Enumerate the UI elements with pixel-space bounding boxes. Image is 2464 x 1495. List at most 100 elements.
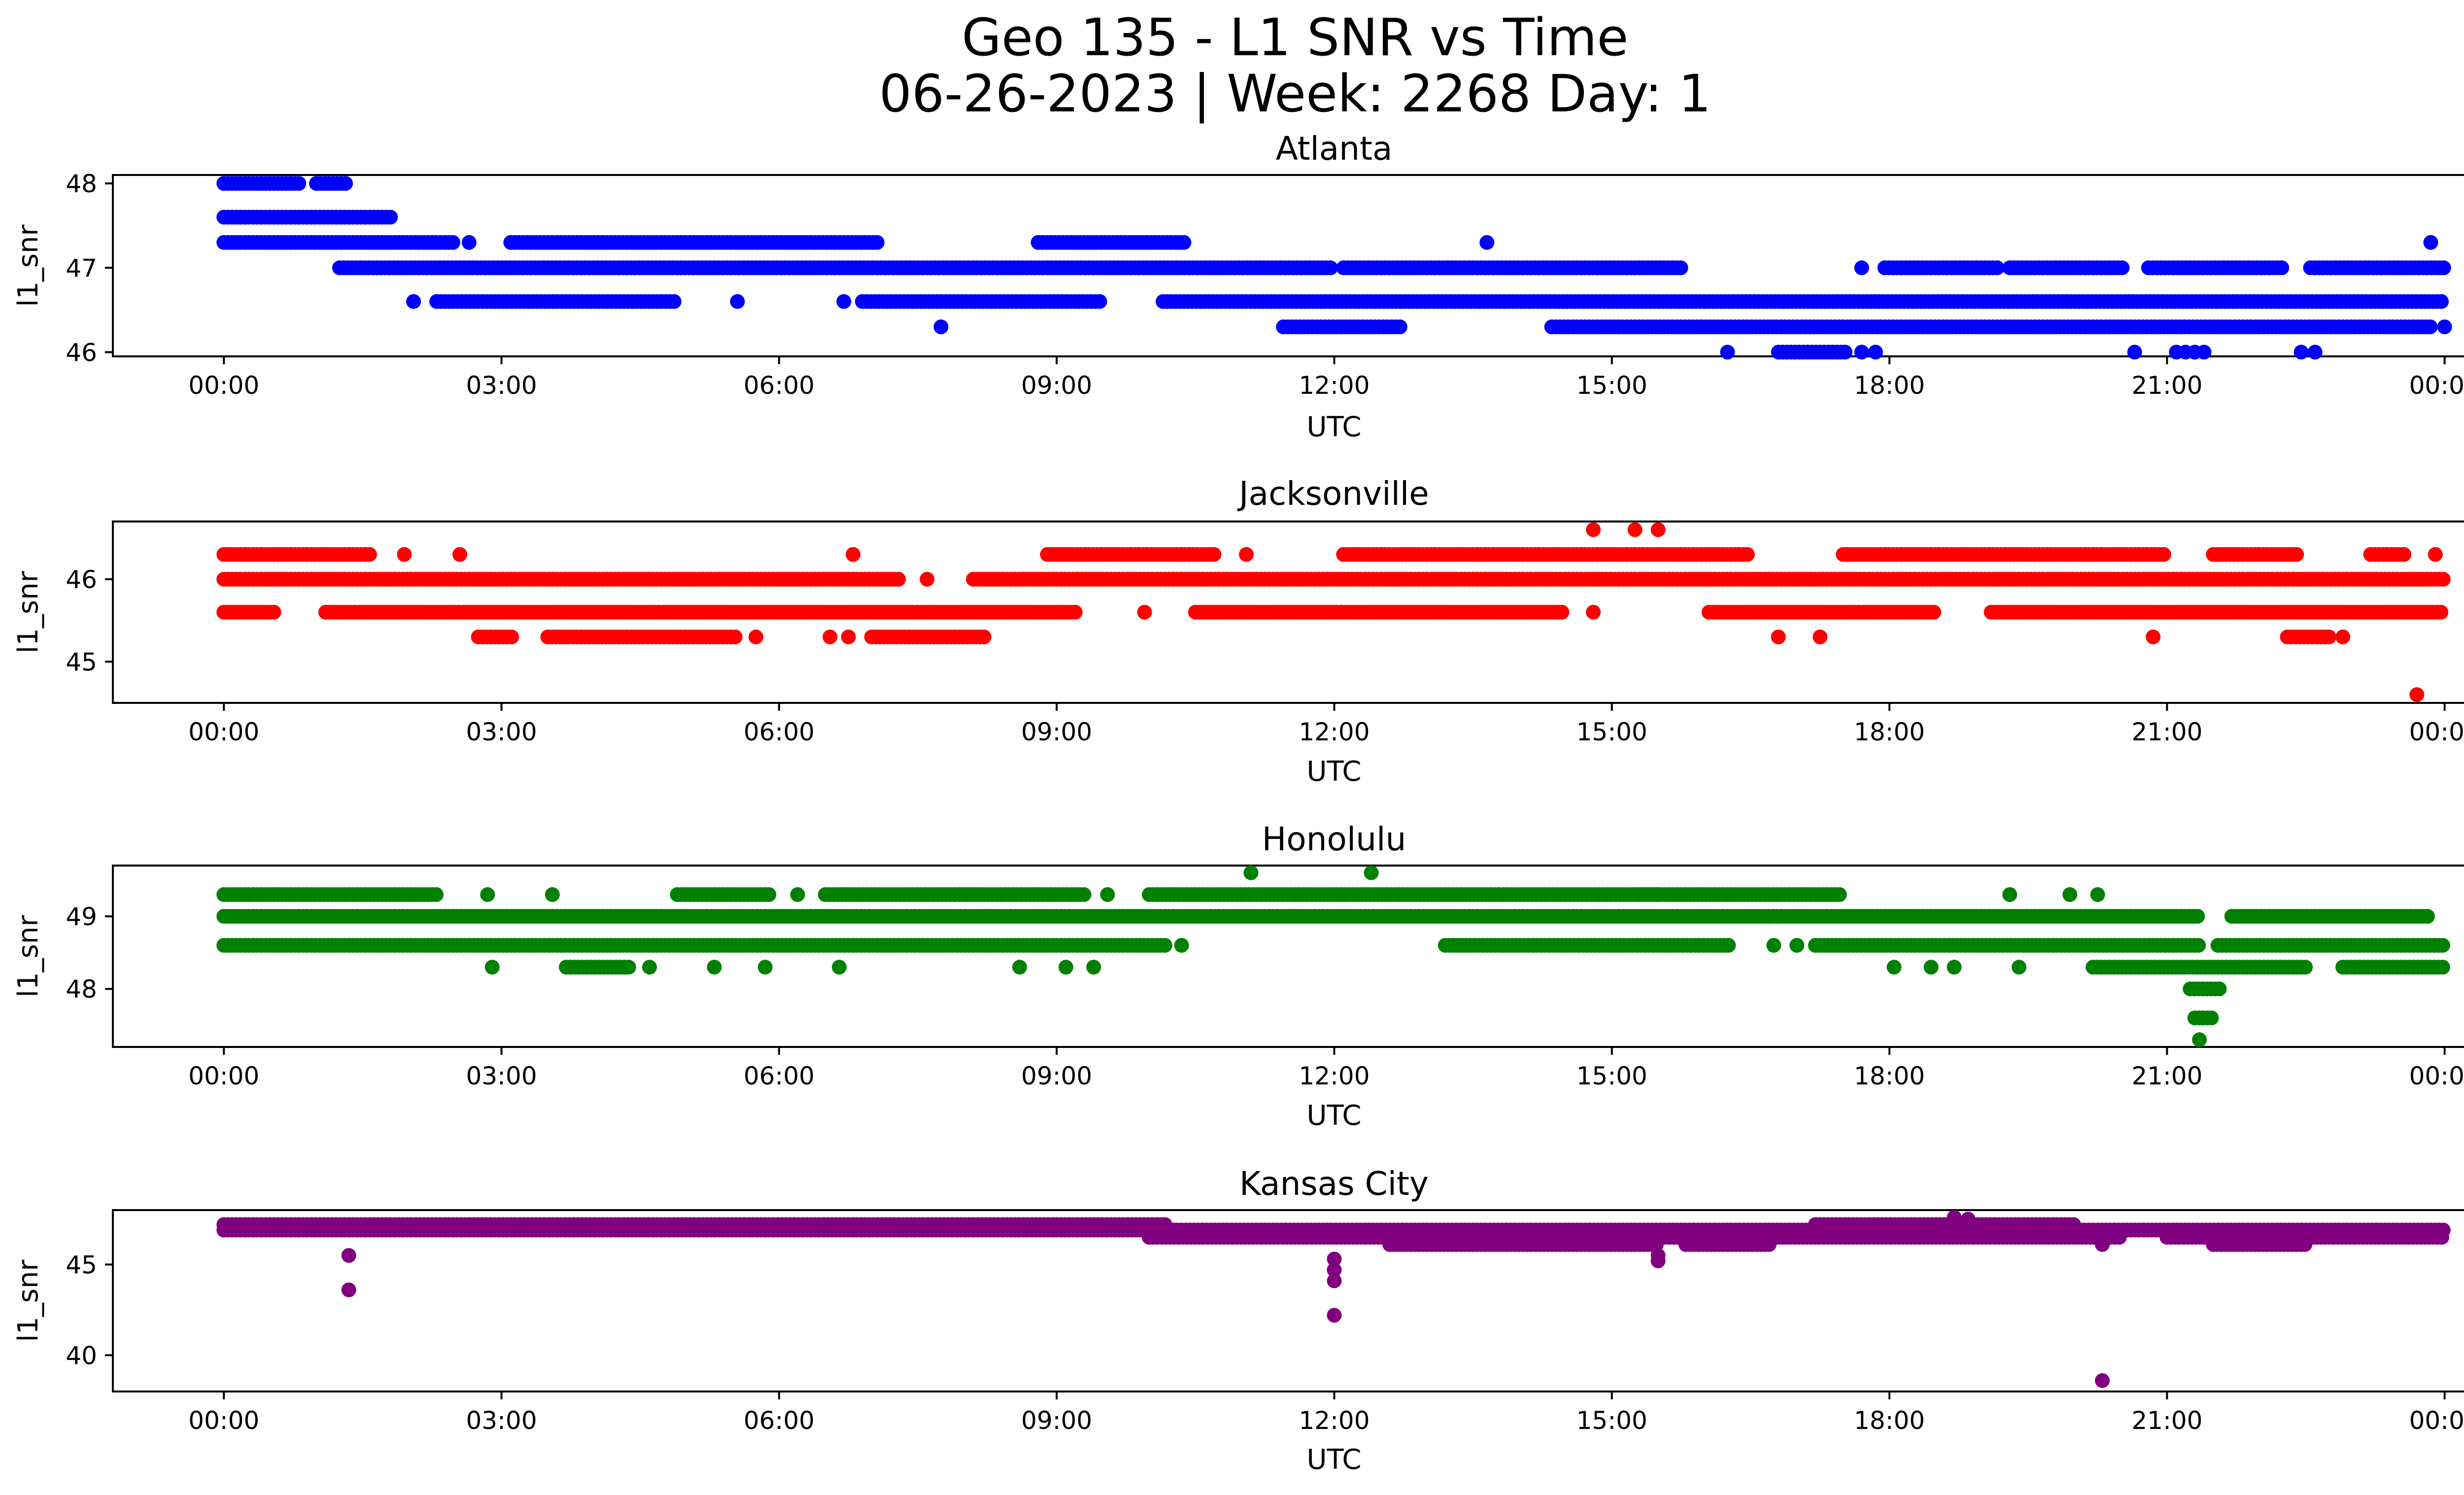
panel-title-honolulu: Honolulu: [1262, 820, 1406, 858]
x-tick-label-honolulu: 00:00: [188, 1062, 259, 1090]
x-axis-label-jacksonville: UTC: [1306, 756, 1361, 788]
data-point-jacksonville: [266, 605, 281, 620]
data-point-honolulu: [621, 960, 636, 975]
data-point-atlanta: [666, 294, 682, 309]
x-axis-label-honolulu: UTC: [1306, 1100, 1361, 1132]
x-tick-label-atlanta: 09:00: [1021, 371, 1092, 400]
data-point-jacksonville: [2335, 629, 2351, 645]
data-point-jacksonville: [2322, 629, 2336, 645]
data-point-honolulu: [2090, 887, 2105, 902]
x-tick-label-honolulu: 09:00: [1021, 1062, 1092, 1090]
data-point-honolulu: [1086, 960, 1101, 975]
x-tick-label-jacksonville: 00:00: [2409, 718, 2464, 746]
data-point-honolulu: [2191, 938, 2206, 953]
data-point-honolulu: [1174, 938, 1189, 953]
data-point-jacksonville: [1239, 547, 1254, 562]
data-point-atlanta: [2274, 260, 2290, 276]
x-tick-label-honolulu: 12:00: [1299, 1062, 1369, 1090]
data-point-jacksonville: [920, 572, 935, 587]
data-point-atlanta: [338, 176, 353, 191]
panel-title-kansas-city: Kansas City: [1239, 1165, 1429, 1203]
y-tick-label-atlanta: 46: [66, 338, 97, 367]
data-point-honolulu: [1886, 960, 1902, 975]
data-point-honolulu: [2062, 887, 2078, 902]
data-point-atlanta: [1989, 260, 2005, 276]
data-point-honolulu: [1100, 887, 1115, 902]
data-point-jacksonville: [1586, 605, 1601, 620]
data-point-jacksonville: [2409, 687, 2425, 702]
data-point-atlanta: [1092, 294, 1107, 309]
panel-kansas-city: Kansas City 00:00 03:00 06:00 09:00 12:00 15:…: [12, 1165, 2464, 1476]
x-tick-label-jacksonville: 06:00: [744, 718, 815, 746]
data-point-atlanta: [2436, 260, 2451, 276]
panel-title-atlanta: Atlanta: [1276, 130, 1393, 168]
data-point-jacksonville: [2156, 547, 2171, 562]
data-point-honolulu: [1832, 887, 1847, 902]
x-tick-label-jacksonville: 15:00: [1576, 718, 1647, 746]
data-point-honolulu: [480, 887, 495, 902]
data-point-jacksonville: [1813, 629, 1828, 645]
data-point-honolulu: [790, 887, 805, 902]
data-point-honolulu: [2190, 909, 2205, 924]
x-tick-label-honolulu: 21:00: [2131, 1062, 2202, 1090]
data-point-honolulu: [2298, 960, 2313, 975]
data-point-jacksonville: [452, 547, 468, 562]
data-point-honolulu: [2192, 1032, 2207, 1047]
x-tick-label-atlanta: 00:00: [188, 371, 259, 400]
data-point-atlanta: [2307, 345, 2323, 360]
data-point-atlanta: [1854, 345, 1869, 360]
data-point-atlanta: [445, 235, 460, 250]
x-tick-label-jacksonville: 12:00: [1299, 718, 1369, 746]
data-point-atlanta: [2423, 319, 2438, 335]
y-tick-label-atlanta: 47: [66, 254, 97, 282]
data-point-jacksonville: [749, 629, 763, 645]
data-point-honolulu: [1789, 938, 1805, 953]
data-point-honolulu: [642, 960, 657, 975]
data-point-atlanta: [2293, 345, 2309, 360]
data-point-honolulu: [2012, 960, 2026, 975]
data-point-jacksonville: [1206, 547, 1222, 562]
data-point-atlanta: [461, 235, 477, 250]
x-tick-label-honolulu: 06:00: [744, 1062, 815, 1090]
data-point-honolulu: [707, 960, 722, 975]
data-point-honolulu: [2204, 1010, 2219, 1026]
data-point-honolulu: [2002, 887, 2018, 902]
data-point-honolulu: [1243, 865, 1259, 880]
data-point-atlanta: [1868, 345, 1883, 360]
y-tick-label-jacksonville: 46: [66, 565, 97, 594]
data-point-atlanta: [1392, 319, 1407, 335]
x-tick-label-jacksonville: 18:00: [1854, 718, 1925, 746]
chart-subtitle: 06-26-2023 | Week: 2268 Day: 1: [879, 64, 1711, 124]
data-point-jacksonville: [846, 547, 861, 562]
data-point-jacksonville: [504, 629, 519, 645]
y-axis-label-honolulu: l1_snr: [12, 915, 44, 998]
data-point-honolulu: [2435, 938, 2450, 953]
x-tick-label-atlanta: 03:00: [466, 371, 537, 400]
data-point-honolulu: [1766, 938, 1781, 953]
panel-honolulu: Honolulu 00:00 03:00 06:00 09:00 12:00 15:00 1…: [12, 820, 2464, 1132]
data-point-jacksonville: [1926, 605, 1942, 620]
data-point-atlanta: [2437, 319, 2452, 335]
data-point-honolulu: [1059, 960, 1073, 975]
data-point-jacksonville: [1740, 547, 1755, 562]
x-tick-label-atlanta: 15:00: [1576, 371, 1647, 400]
data-point-jacksonville: [822, 629, 838, 645]
data-point-honolulu: [1076, 887, 1092, 902]
x-tick-label-atlanta: 21:00: [2131, 371, 2202, 400]
data-point-jacksonville: [2428, 547, 2443, 562]
data-point-jacksonville: [976, 629, 992, 645]
y-tick-label-honolulu: 49: [66, 903, 97, 931]
data-point-atlanta: [406, 294, 421, 309]
x-tick-label-honolulu: 18:00: [1854, 1062, 1925, 1090]
data-point-atlanta: [1720, 345, 1735, 360]
x-tick-label-honolulu: 03:00: [466, 1062, 537, 1090]
data-point-jacksonville: [1554, 605, 1570, 620]
x-axis-label-atlanta: UTC: [1306, 411, 1361, 443]
x-tick-label-jacksonville: 21:00: [2131, 718, 2202, 746]
data-point-atlanta: [2196, 345, 2212, 360]
y-axis-label-atlanta: l1_snr: [12, 224, 44, 307]
data-point-atlanta: [2115, 260, 2130, 276]
data-point-jacksonville: [2435, 572, 2451, 587]
data-point-honolulu: [1923, 960, 1939, 975]
y-axis-label-jacksonville: l1_snr: [12, 571, 44, 654]
